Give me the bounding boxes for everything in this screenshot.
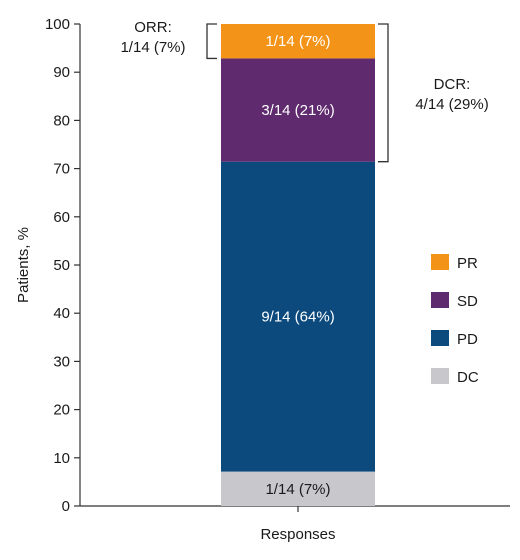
- y-tick-label: 30: [53, 353, 70, 370]
- data-label-dc: 1/14 (7%): [265, 481, 330, 498]
- data-label-sd: 3/14 (21%): [261, 102, 334, 119]
- y-axis-label: Patients, %: [15, 227, 32, 303]
- bracket-left: [206, 23, 217, 60]
- legend-swatch-pr: [431, 254, 449, 270]
- bar-segment-pr: [221, 24, 375, 59]
- legend-label-pr: PR: [457, 255, 478, 272]
- bracket-right: [378, 23, 389, 163]
- legend-label-sd: SD: [457, 293, 478, 310]
- legend-swatch-dc: [431, 368, 449, 384]
- x-axis-label: Responses: [260, 526, 335, 543]
- y-tick-label: 40: [53, 305, 70, 322]
- y-tick-label: 60: [53, 209, 70, 226]
- legend-swatch-pd: [431, 330, 449, 346]
- y-tick-label: 70: [53, 161, 70, 178]
- annotation-text: 1/14 (7%): [120, 39, 185, 56]
- legend-label-pd: PD: [457, 331, 478, 348]
- y-tick-label: 100: [45, 16, 70, 33]
- y-tick-label: 0: [62, 498, 70, 515]
- data-label-pr: 1/14 (7%): [265, 33, 330, 50]
- bar-segments: 1/14 (7%) 9/14 (64%) 3/14 (21%) 1/14 (7%): [221, 24, 375, 506]
- y-tick-label: 20: [53, 402, 70, 419]
- y-tick-label: 90: [53, 64, 70, 81]
- bar-segment-dc: [221, 471, 375, 506]
- legend-swatch-sd: [431, 292, 449, 308]
- y-tick-label: 80: [53, 112, 70, 129]
- bar-segment-pd: [221, 161, 375, 472]
- data-label-pd: 9/14 (64%): [261, 309, 334, 326]
- legend: PR SD PD DC: [431, 254, 479, 386]
- legend-label-dc: DC: [457, 369, 479, 386]
- y-axis: 0 10 20 30 40 50 60 70 80 90 100: [45, 16, 81, 515]
- annotation-text: ORR:: [134, 19, 172, 36]
- x-axis: [80, 505, 510, 512]
- annotation-text: DCR:: [434, 76, 471, 93]
- bar-segment-sd: [221, 58, 375, 162]
- y-tick-label: 10: [53, 450, 70, 467]
- bracket-annotations: ORR: 1/14 (7%) DCR: 4/14 (29%): [120, 19, 489, 163]
- annotation-text: 4/14 (29%): [415, 96, 488, 113]
- y-tick-label: 50: [53, 257, 70, 274]
